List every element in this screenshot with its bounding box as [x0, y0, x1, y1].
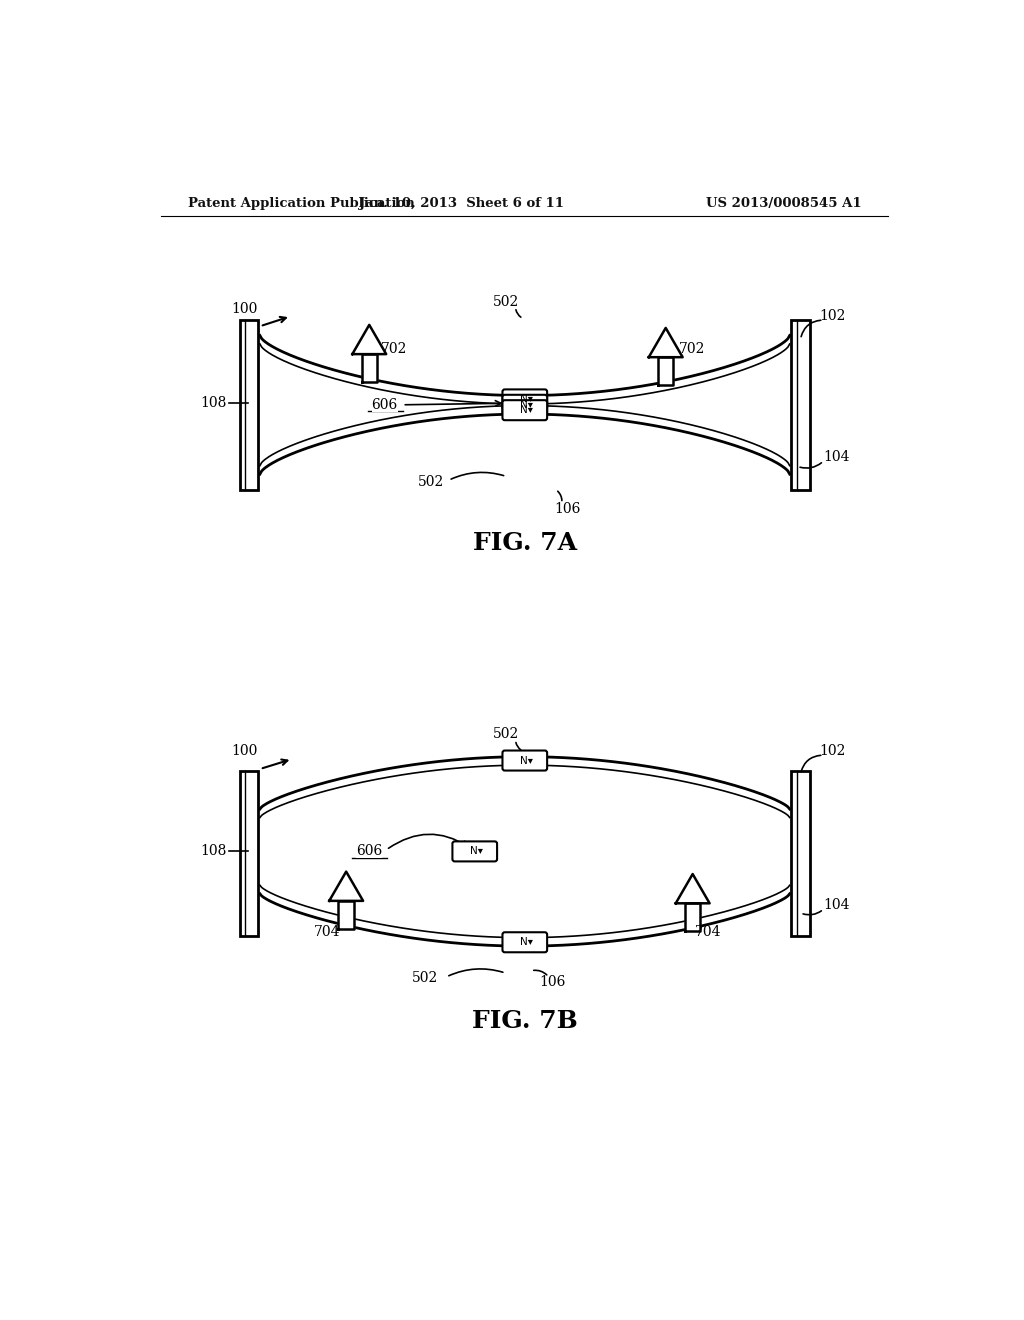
- Bar: [792, 321, 810, 490]
- Text: 704: 704: [695, 925, 721, 940]
- Text: 702: 702: [381, 342, 408, 356]
- Text: 108: 108: [200, 845, 226, 858]
- Polygon shape: [330, 871, 364, 900]
- FancyBboxPatch shape: [503, 400, 547, 420]
- Text: N▾: N▾: [520, 755, 532, 766]
- Text: 102: 102: [819, 309, 846, 323]
- Text: 606: 606: [356, 845, 382, 858]
- Text: Jan. 10, 2013  Sheet 6 of 11: Jan. 10, 2013 Sheet 6 of 11: [359, 197, 564, 210]
- Text: N▾: N▾: [520, 405, 532, 416]
- Text: 106: 106: [554, 502, 581, 516]
- Text: 102: 102: [819, 744, 846, 758]
- Text: N▾: N▾: [520, 400, 532, 409]
- Text: 702: 702: [679, 342, 706, 356]
- FancyBboxPatch shape: [503, 751, 547, 771]
- Text: 704: 704: [313, 925, 340, 940]
- Text: 502: 502: [494, 294, 519, 309]
- Text: N▾: N▾: [520, 395, 532, 404]
- FancyBboxPatch shape: [503, 389, 547, 409]
- Text: 502: 502: [418, 475, 444, 488]
- Polygon shape: [339, 900, 354, 928]
- Text: N▾: N▾: [470, 846, 482, 857]
- Text: FIG. 7A: FIG. 7A: [473, 532, 577, 556]
- Text: 606: 606: [372, 397, 397, 412]
- Polygon shape: [658, 358, 674, 385]
- Text: Patent Application Publication: Patent Application Publication: [188, 197, 415, 210]
- Text: 100: 100: [231, 744, 258, 758]
- Text: 502: 502: [494, 727, 519, 742]
- Polygon shape: [685, 903, 700, 931]
- FancyBboxPatch shape: [503, 932, 547, 952]
- Bar: [792, 771, 810, 936]
- Text: N▾: N▾: [520, 937, 532, 948]
- Text: US 2013/0008545 A1: US 2013/0008545 A1: [707, 197, 862, 210]
- Bar: [240, 321, 258, 490]
- Text: 104: 104: [823, 899, 850, 912]
- Bar: [240, 771, 258, 936]
- Text: 104: 104: [823, 450, 850, 465]
- FancyBboxPatch shape: [503, 395, 547, 414]
- Text: 100: 100: [231, 301, 258, 315]
- Text: FIG. 7B: FIG. 7B: [472, 1008, 578, 1032]
- Text: 106: 106: [540, 975, 565, 989]
- Polygon shape: [352, 325, 386, 354]
- Text: 108: 108: [200, 396, 226, 411]
- Text: 502: 502: [413, 972, 438, 986]
- Polygon shape: [676, 874, 710, 903]
- Polygon shape: [361, 354, 377, 381]
- Polygon shape: [649, 327, 683, 358]
- FancyBboxPatch shape: [453, 841, 497, 862]
